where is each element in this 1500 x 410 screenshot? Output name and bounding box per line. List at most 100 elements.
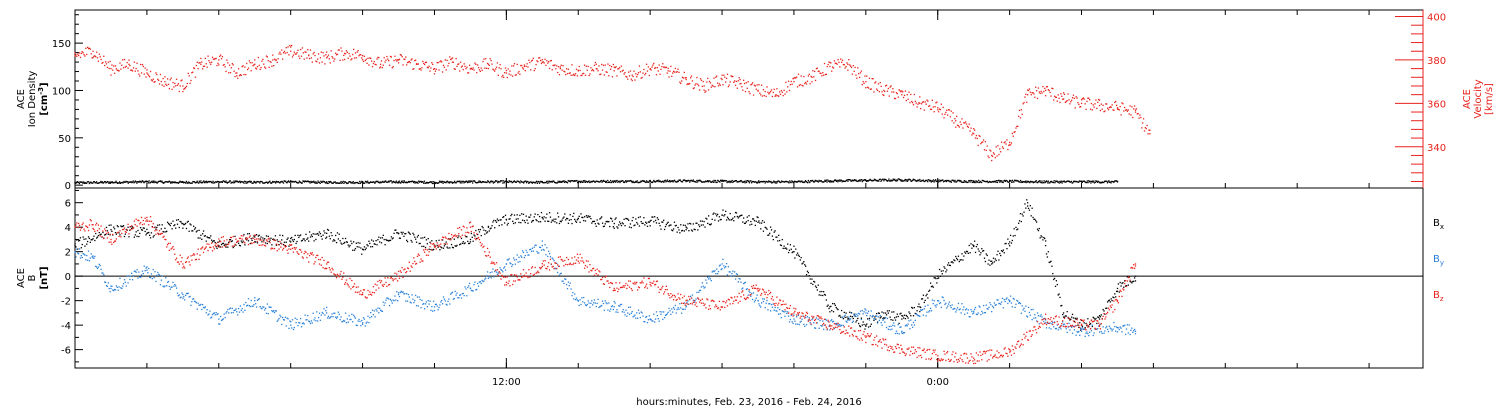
density-point xyxy=(1109,181,1111,183)
density-point xyxy=(949,181,951,183)
velocity-point xyxy=(230,67,233,69)
bx-point xyxy=(175,227,177,229)
density-point xyxy=(349,181,352,183)
velocity-point xyxy=(521,67,524,69)
density-point xyxy=(158,180,160,182)
density-point xyxy=(192,180,194,183)
density-point xyxy=(591,181,593,183)
bx-point xyxy=(863,323,865,326)
bx-point xyxy=(307,237,309,239)
bx-point xyxy=(606,220,608,223)
velocity-point xyxy=(145,76,147,78)
density-point xyxy=(1012,181,1014,183)
by-point xyxy=(581,297,583,299)
velocity-point xyxy=(193,67,196,70)
velocity-point xyxy=(195,64,198,67)
velocity-point xyxy=(1093,106,1095,108)
bx-point xyxy=(598,223,600,225)
density-point xyxy=(611,181,613,183)
bx-point xyxy=(297,234,299,236)
by-point xyxy=(554,267,556,269)
velocity-point xyxy=(1112,109,1114,111)
bx-point xyxy=(485,230,487,232)
bx-point xyxy=(869,325,872,327)
density-point xyxy=(666,179,669,181)
bx-point xyxy=(1096,322,1098,325)
by-point xyxy=(302,322,304,324)
bx-point xyxy=(920,298,923,300)
by-point xyxy=(584,304,587,306)
density-point xyxy=(824,180,827,182)
bx-point xyxy=(337,238,340,240)
density-point xyxy=(232,182,234,184)
bx-point xyxy=(939,275,942,277)
by-point xyxy=(296,318,298,321)
by-point xyxy=(122,285,124,287)
by-point xyxy=(266,303,269,305)
velocity-point xyxy=(660,68,662,70)
density-point xyxy=(213,182,216,184)
bx-point xyxy=(264,238,266,240)
density-point xyxy=(694,180,696,183)
by-point xyxy=(824,318,827,320)
density-point xyxy=(538,182,541,184)
bx-point xyxy=(985,253,987,255)
bx-point xyxy=(450,243,453,246)
by-point xyxy=(347,321,349,323)
density-point xyxy=(805,180,807,183)
by-point xyxy=(813,322,815,324)
bx-point xyxy=(529,216,531,218)
density-point xyxy=(1006,180,1009,183)
density-point xyxy=(94,182,96,184)
velocity-point xyxy=(345,50,348,52)
by-point xyxy=(556,262,558,265)
bx-point xyxy=(645,222,648,224)
bx-point xyxy=(851,316,854,318)
bx-point xyxy=(510,214,512,217)
by-point xyxy=(829,329,831,331)
velocity-point xyxy=(265,55,268,57)
velocity-point xyxy=(553,64,555,67)
velocity-point xyxy=(270,61,272,63)
bx-point xyxy=(463,242,465,245)
density-point xyxy=(1055,180,1058,183)
velocity-point xyxy=(798,84,801,87)
bx-point xyxy=(538,221,540,223)
density-point xyxy=(681,181,684,183)
velocity-point xyxy=(636,73,639,76)
density-point xyxy=(105,182,107,184)
density-point xyxy=(933,181,935,183)
density-point xyxy=(973,181,975,183)
density-point xyxy=(328,180,330,183)
velocity-point xyxy=(1041,92,1043,94)
density-point xyxy=(471,182,474,184)
density-point xyxy=(228,181,230,183)
bx-point xyxy=(726,216,729,218)
velocity-point xyxy=(395,58,397,61)
density-point xyxy=(617,181,619,183)
bx-point xyxy=(481,225,483,228)
bx-point xyxy=(1117,283,1120,285)
density-point xyxy=(693,180,695,183)
bx-point xyxy=(947,262,950,264)
by-point xyxy=(114,289,117,291)
by-point xyxy=(608,302,610,304)
density-point xyxy=(939,179,942,182)
by-point xyxy=(529,248,531,251)
density-point xyxy=(593,180,595,182)
velocity-point xyxy=(1135,108,1138,110)
density-point xyxy=(574,179,576,182)
density-point xyxy=(190,182,193,184)
velocity-point xyxy=(685,78,687,81)
density-point xyxy=(512,181,514,183)
velocity-point xyxy=(715,76,717,78)
bx-point xyxy=(316,233,318,235)
bx-point xyxy=(1079,322,1081,324)
bx-point xyxy=(139,232,141,235)
density-point xyxy=(789,181,792,183)
by-point xyxy=(174,283,176,286)
bx-point xyxy=(981,248,983,250)
velocity-point xyxy=(823,62,826,65)
top-left-tick-label: 50 xyxy=(58,134,71,145)
density-point xyxy=(955,181,957,183)
